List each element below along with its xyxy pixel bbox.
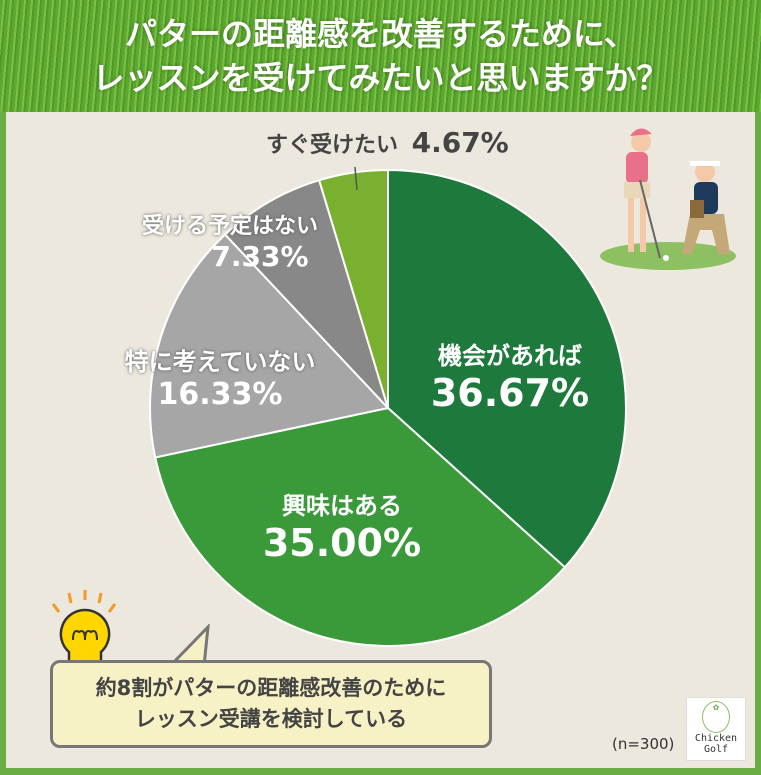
- slice-value: 7.33%: [211, 240, 309, 273]
- slice-label-1: 機会があれば 36.67%: [430, 336, 590, 415]
- callout-tail: [168, 624, 210, 666]
- slice-name: 特に考えていない: [124, 348, 316, 376]
- callout-line-2: レッスン受講を検討している: [134, 707, 408, 731]
- chicken-golf-logo: ✿ Chicken Golf: [686, 697, 746, 761]
- golfers-illustration: [600, 128, 736, 270]
- page-title: パターの距離感を改善するために、 レッスンを受けてみたいと思いますか？: [0, 12, 761, 100]
- logo-line-1: Chicken: [694, 733, 738, 744]
- header-grass-banner: [0, 0, 761, 112]
- title-line-2: レッスンを受けてみたいと思いますか？: [92, 59, 669, 97]
- slice-value: 4.67%: [411, 126, 509, 159]
- leader-line: [354, 166, 358, 191]
- callout-line-1: 約8割がパターの距離感改善のために: [95, 676, 447, 700]
- pie-slice-3: [149, 233, 390, 459]
- logo-line-2: Golf: [703, 744, 729, 755]
- pie-slice-2: [154, 406, 567, 647]
- slice-value: 35.00%: [262, 521, 422, 565]
- slice-value: 16.33%: [157, 377, 283, 412]
- pie-slice-1: [387, 168, 627, 569]
- slice-value: 36.67%: [430, 371, 590, 415]
- slice-name: 受ける予定はない: [141, 214, 318, 239]
- slice-label-5: すぐ受けたい 4.67%: [266, 126, 509, 159]
- pie-slice-4: [223, 178, 389, 409]
- sample-size: (n=300): [612, 735, 675, 753]
- title-line-1: パターの距離感を改善するために、: [124, 15, 637, 53]
- slice-label-2: 興味はある 35.00%: [262, 486, 422, 565]
- slice-label-3: 特に考えていない 16.33%: [120, 342, 320, 412]
- pie-slice-5: [317, 168, 389, 409]
- slice-name: すぐ受けたい: [266, 133, 399, 158]
- slice-name: 機会があれば: [438, 342, 582, 370]
- slice-label-4: 受ける予定はない 7.33%: [130, 208, 330, 273]
- slice-name: 興味はある: [282, 492, 402, 520]
- callout-box: 約8割がパターの距離感改善のために レッスン受講を検討している: [50, 660, 492, 748]
